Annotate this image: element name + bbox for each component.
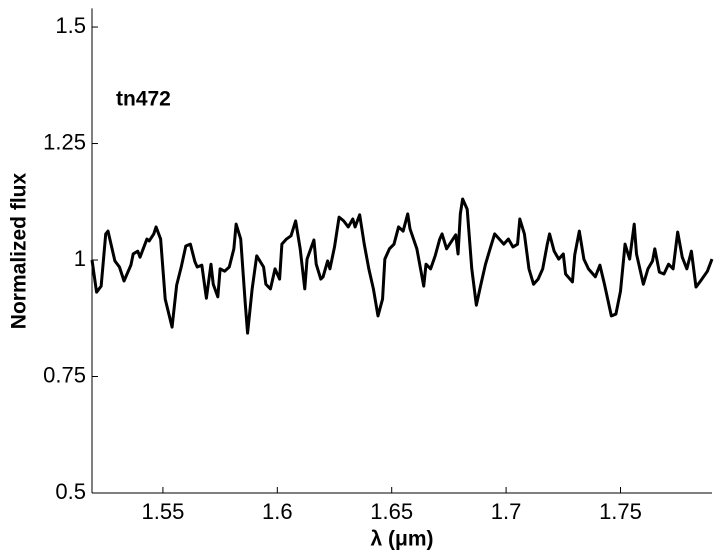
x-tick-label: 1.75 — [599, 499, 642, 524]
y-tick-label: 0.75 — [43, 362, 86, 387]
annotation: tn472 — [116, 88, 171, 111]
x-axis-label: λ (μm) — [370, 528, 433, 551]
spectrum-line — [90, 197, 714, 335]
y-axis-label: Normalized flux — [8, 173, 31, 330]
y-tick-label: 1.25 — [43, 129, 86, 154]
x-tick-label: 1.55 — [142, 499, 185, 524]
x-tick-label: 1.7 — [491, 499, 522, 524]
y-tick-label: 1 — [74, 246, 86, 271]
y-tick-label: 0.5 — [55, 479, 86, 504]
x-tick-label: 1.65 — [370, 499, 413, 524]
y-tick-label: 1.5 — [55, 13, 86, 38]
x-tick-label: 1.6 — [262, 499, 293, 524]
